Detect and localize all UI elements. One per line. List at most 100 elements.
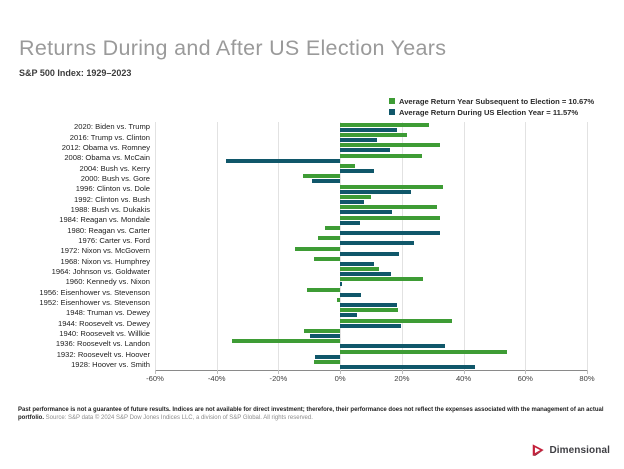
- axis-tick: [525, 370, 527, 374]
- y-axis-label: 2000: Bush vs. Gore: [80, 174, 150, 183]
- footnote: Past performance is not a guarantee of f…: [18, 406, 608, 423]
- y-axis-label: 1940: Roosevelt vs. Willkie: [59, 328, 150, 338]
- chart-row: [155, 153, 587, 163]
- y-axis-label: 1928: Hoover vs. Smith: [71, 359, 150, 369]
- dimensional-logo-icon: [533, 444, 545, 456]
- gridline: [587, 122, 588, 370]
- y-axis-label: 1960: Kennedy vs. Nixon: [65, 277, 150, 287]
- bar-election-year-return: [340, 303, 397, 308]
- disclaimer-text: Past performance is not a guarantee of f…: [18, 407, 604, 422]
- bar-subsequent-year-return: [340, 194, 372, 199]
- bar-election-year-return: [340, 210, 392, 215]
- y-axis-label: 2004: Bush vs. Kerry: [79, 163, 151, 173]
- bar-subsequent-year-return: [325, 225, 341, 230]
- legend-label: Average Return Year Subsequent to Electi…: [399, 96, 595, 106]
- bar-subsequent-year-return: [304, 329, 341, 334]
- axis-tick: [340, 370, 342, 374]
- y-axis-label: 1952: Eisenhower vs. Stevenson: [39, 297, 150, 307]
- bar-election-year-return: [340, 292, 361, 297]
- page-title: Returns During and After US Election Yea…: [19, 36, 447, 60]
- bar-election-year-return: [340, 241, 414, 246]
- chart-row: [155, 298, 587, 308]
- gridline: [278, 122, 280, 370]
- chart-row: [155, 143, 587, 153]
- dimensional-logo-text: Dimensional: [549, 444, 610, 456]
- gridline: [340, 122, 342, 370]
- bar-subsequent-year-return: [340, 122, 429, 127]
- bar-election-year-return: [340, 272, 392, 277]
- y-axis-label: 2008: Obama vs. McCain: [64, 153, 150, 163]
- chart-legend: Average Return Year Subsequent to Electi…: [389, 96, 595, 117]
- bar-subsequent-year-return: [317, 236, 341, 241]
- bar-subsequent-year-return: [294, 246, 341, 251]
- bar-subsequent-year-return: [232, 339, 341, 344]
- y-axis-label: 1956: Eisenhower vs. Stevenson: [39, 287, 150, 297]
- chart-row: [155, 308, 587, 318]
- bar-subsequent-year-return: [340, 318, 453, 323]
- y-axis-label: 2020: Biden vs. Trump: [74, 122, 150, 132]
- bar-election-year-return: [314, 354, 341, 359]
- y-axis-label: 2012: Obama vs. Romney: [61, 143, 150, 153]
- y-axis-label: 1944: Roosevelt vs. Dewey: [57, 318, 150, 328]
- x-axis-tick-label: 20%: [394, 374, 410, 383]
- chart-row: [155, 318, 587, 328]
- bar-election-year-return: [340, 230, 441, 235]
- bar-election-year-return: [340, 168, 374, 173]
- bar-election-year-return: [340, 344, 445, 349]
- chart-row: [155, 360, 587, 370]
- y-axis-label: 1936: Roosevelt vs. Landon: [55, 339, 150, 349]
- legend-item: Average Return Year Subsequent to Electi…: [389, 96, 595, 106]
- bar-subsequent-year-return: [314, 360, 341, 365]
- chart-row: [155, 215, 587, 225]
- y-axis-label: 1984: Reagan vs. Mondale: [59, 215, 150, 225]
- chart-row: [155, 277, 587, 287]
- y-axis-label: 1976: Carter vs. Ford: [78, 235, 150, 245]
- legend-swatch-icon: [389, 98, 395, 104]
- y-axis-labels: 2020: Biden vs. Trump 2016: Trump vs. Cli…: [0, 122, 150, 370]
- legend-item: Average Return During US Election Year =…: [389, 107, 594, 117]
- legend-label: Average Return During US Election Year =…: [399, 107, 579, 117]
- bar-election-year-return: [340, 365, 475, 370]
- chart-row: [155, 246, 587, 256]
- chart-row: [155, 205, 587, 215]
- x-axis-tick-label: 80%: [579, 374, 595, 383]
- gridline: [401, 122, 403, 370]
- bar-election-year-return: [340, 189, 412, 194]
- x-axis-tick-label: -60%: [146, 374, 164, 383]
- gridline: [463, 122, 465, 370]
- y-axis-label: 2016: Trump vs. Clinton: [69, 132, 150, 142]
- bar-election-year-return: [340, 251, 399, 256]
- bar-election-year-return: [340, 261, 375, 266]
- axis-tick: [216, 370, 218, 374]
- axis-tick: [155, 370, 156, 374]
- bar-election-year-return: [309, 334, 341, 339]
- x-axis-tick-label: -40%: [207, 374, 226, 383]
- y-axis-label: 1996: Clinton vs. Dole: [75, 184, 150, 194]
- bar-subsequent-year-return: [340, 267, 379, 272]
- bar-subsequent-year-return: [340, 308, 399, 313]
- bar-election-year-return: [340, 313, 358, 318]
- bar-election-year-return: [340, 127, 397, 132]
- chart-row: [155, 267, 587, 277]
- source-text: Source: S&P data © 2024 S&P Dow Jones In…: [44, 415, 313, 422]
- chart-row: [155, 225, 587, 235]
- chart-row: [155, 287, 587, 297]
- bar-subsequent-year-return: [340, 163, 356, 168]
- x-axis-tick-label: -20%: [269, 374, 288, 383]
- page-subtitle: S&P 500 Index: 1929–2023: [19, 68, 132, 78]
- y-axis-label: 1992: Clinton vs. Bush: [74, 194, 150, 204]
- chart-row: [155, 194, 587, 204]
- chart-row: [155, 236, 587, 246]
- bar-election-year-return: [340, 282, 342, 287]
- y-axis-label: 1980: Reagan vs. Carter: [67, 225, 150, 235]
- y-axis-label: 1968: Nixon vs. Humphrey: [60, 256, 150, 266]
- bar-election-year-return: [225, 158, 341, 163]
- x-axis-labels: -60% -40% -20% 0% 20% 40% 60% 80%: [146, 374, 594, 384]
- gridlines: [155, 122, 588, 374]
- bar-subsequent-year-return: [340, 153, 422, 158]
- x-axis-tick-label: 0%: [334, 374, 346, 383]
- legend-swatch-icon: [389, 109, 395, 115]
- y-axis-label: 1932: Roosevelt vs. Hoover: [56, 349, 150, 359]
- bar-subsequent-year-return: [340, 132, 408, 137]
